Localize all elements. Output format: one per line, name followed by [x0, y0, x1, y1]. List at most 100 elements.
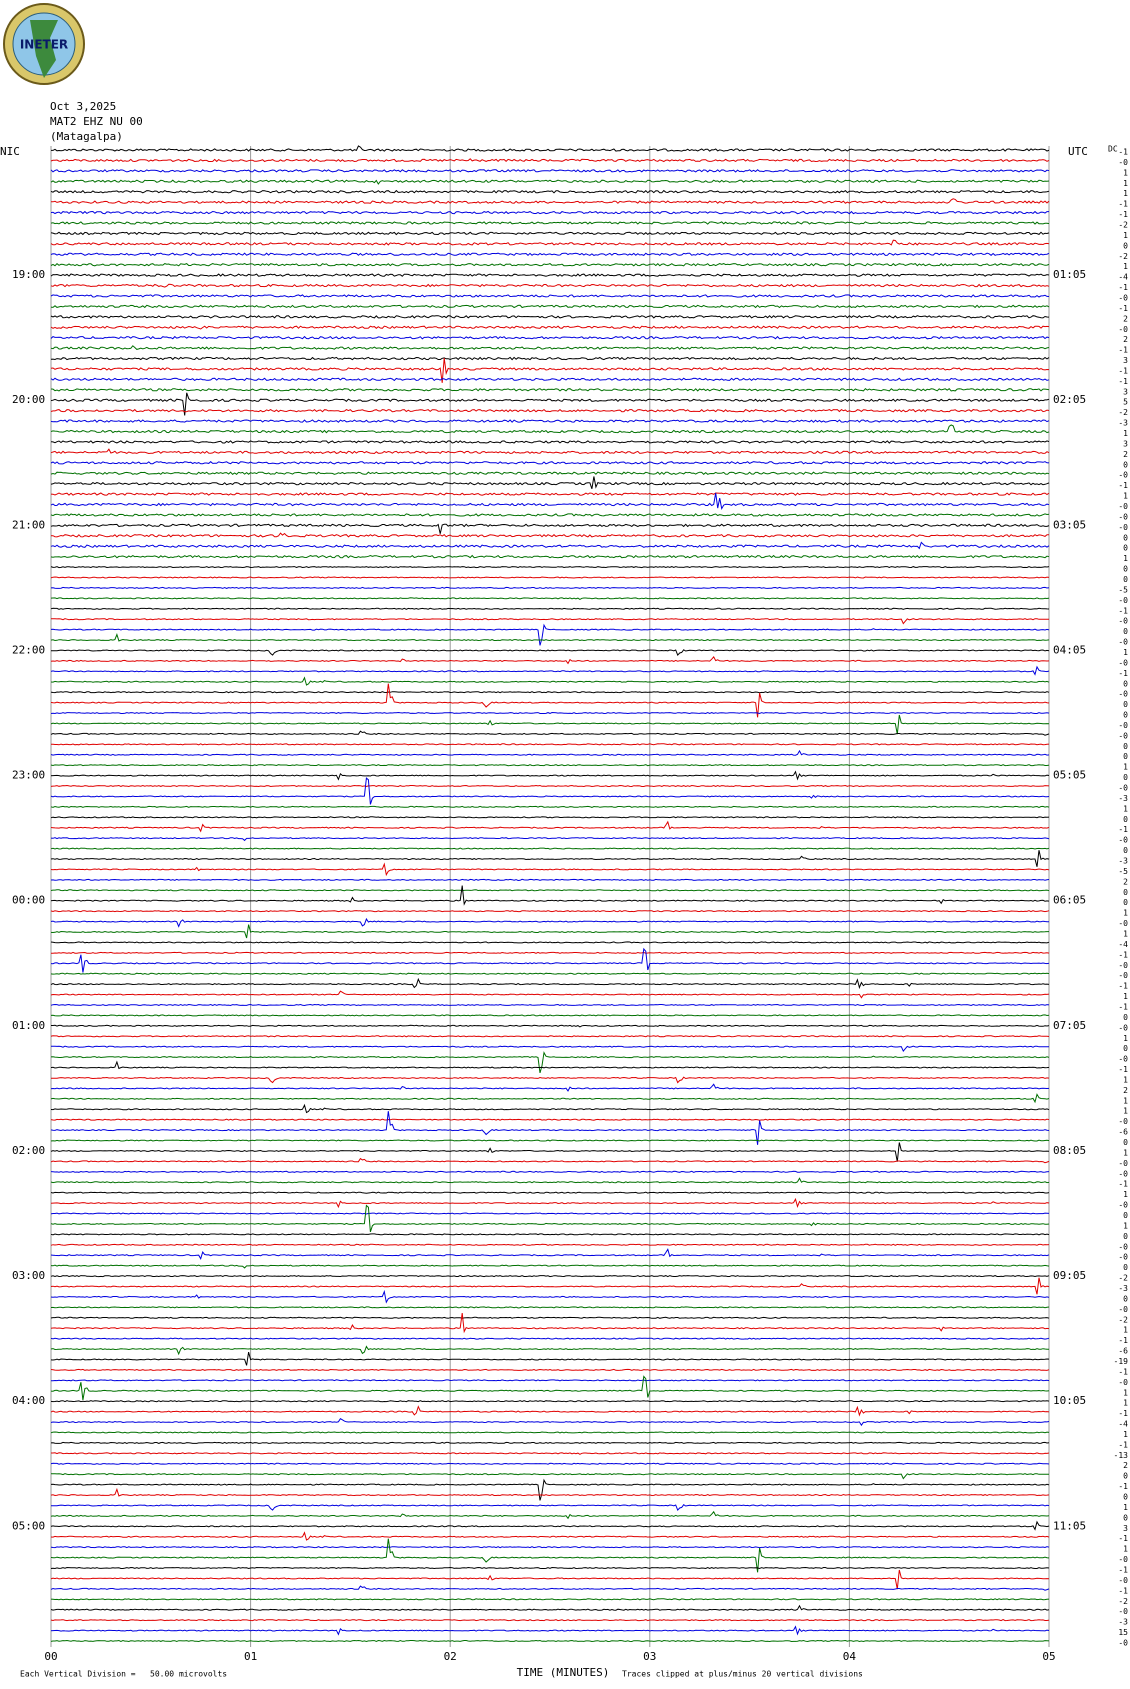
trace [50, 1142, 1050, 1162]
date: Oct 3,2025 [50, 100, 116, 113]
dc-offset: 0 [1123, 1294, 1128, 1303]
dc-offset: 2 [1123, 314, 1128, 323]
trace [50, 1375, 1050, 1401]
dc-offset: 1 [1123, 554, 1128, 563]
dc-offset: 1 [1123, 1221, 1128, 1230]
trace [50, 632, 1050, 642]
trace [50, 471, 1050, 476]
trace [50, 388, 1050, 392]
right-time-label: 05:05 [1053, 769, 1086, 782]
dc-offset: 1 [1123, 1430, 1128, 1439]
trace [50, 492, 1050, 511]
trace [50, 1139, 1050, 1142]
trace [50, 1118, 1050, 1121]
trace [50, 1639, 1050, 1643]
trace [50, 189, 1050, 194]
trace [50, 476, 1050, 489]
dc-label: DC [1108, 145, 1118, 154]
trace [50, 358, 1050, 383]
left-time-label: 20:00 [12, 393, 45, 406]
trace [50, 345, 1050, 350]
logo-text: INETER [20, 38, 68, 52]
trace [50, 356, 1050, 361]
trace [50, 1478, 1050, 1501]
dc-offset: -0 [1118, 1639, 1128, 1648]
dc-offset: -1 [1118, 950, 1128, 959]
left-time-label: 01:00 [12, 1019, 45, 1032]
dc-offset: 1 [1123, 429, 1128, 438]
x-tick-label: 00 [44, 1650, 57, 1663]
trace [51, 532, 1050, 538]
trace [50, 1504, 1050, 1512]
left-time-label: 03:00 [12, 1269, 45, 1282]
dc-offset: -0 [1118, 1378, 1128, 1387]
dc-offset: -5 [1118, 585, 1128, 594]
left-time-label: 21:00 [12, 518, 45, 531]
dc-offset: 5 [1123, 398, 1128, 407]
trace [50, 1337, 1050, 1340]
dc-offset: -0 [1118, 502, 1128, 511]
trace [50, 262, 1050, 267]
dc-offset: -0 [1118, 784, 1128, 793]
dc-offset: -0 [1118, 836, 1128, 845]
trace [50, 889, 1050, 892]
x-tick-label: 03 [643, 1650, 656, 1663]
trace [50, 1093, 1050, 1104]
right-time-label: 01:05 [1053, 268, 1086, 281]
dc-offset: -1 [1118, 283, 1128, 292]
left-time-label: 02:00 [12, 1144, 45, 1157]
trace [50, 816, 1050, 819]
trace [50, 910, 1050, 913]
dc-offset: 0 [1123, 544, 1128, 553]
trace [50, 1306, 1050, 1309]
trace [50, 977, 1050, 990]
trace [50, 1289, 1050, 1304]
trace [50, 424, 1050, 434]
trace [50, 294, 1050, 298]
dc-offset: 1 [1123, 1503, 1128, 1512]
dc-offset: -1 [1118, 200, 1128, 209]
dc-offset: -6 [1118, 1128, 1128, 1137]
trace [50, 990, 1050, 999]
trace [50, 1204, 1050, 1233]
dc-offset: 0 [1123, 565, 1128, 574]
trace [50, 1510, 1050, 1520]
trace [50, 777, 1050, 805]
trace [50, 231, 1050, 236]
trace [50, 1313, 1050, 1334]
trace [50, 1264, 1050, 1269]
trace [50, 1400, 1050, 1403]
dc-offset: -2 [1118, 220, 1128, 229]
trace [50, 273, 1050, 277]
dc-offset: -3 [1118, 419, 1128, 428]
dc-offset: -0 [1118, 1305, 1128, 1314]
dc-offset: 0 [1123, 679, 1128, 688]
trace [50, 683, 1050, 718]
x-axis-title: TIME (MINUTES) [517, 1666, 610, 1679]
trace [51, 1452, 1050, 1455]
trace [50, 1462, 1050, 1465]
dc-offset: 0 [1123, 773, 1128, 782]
x-tick-label: 04 [843, 1650, 857, 1663]
dc-offset: 0 [1123, 1472, 1128, 1481]
dc-offset: -0 [1118, 596, 1128, 605]
dc-offset: -1 [1118, 1566, 1128, 1575]
trace [50, 408, 1050, 413]
trace [50, 1418, 1050, 1427]
trace [50, 1035, 1050, 1038]
trace [50, 1045, 1050, 1053]
dc-offset: -0 [1118, 512, 1128, 521]
dc-offset: 2 [1123, 1461, 1128, 1470]
dc-offset: -5 [1118, 867, 1128, 876]
dc-offset: -1 [1118, 304, 1128, 313]
trace [50, 1569, 1050, 1590]
trace [50, 618, 1049, 625]
trace [50, 1275, 1050, 1278]
dc-offset: -1 [1118, 377, 1128, 386]
dc-offset: -2 [1118, 1274, 1128, 1283]
right-time-label: 02:05 [1053, 393, 1086, 406]
x-tick-label: 02 [444, 1650, 457, 1663]
trace [50, 878, 1050, 882]
dc-offset: -0 [1118, 658, 1128, 667]
